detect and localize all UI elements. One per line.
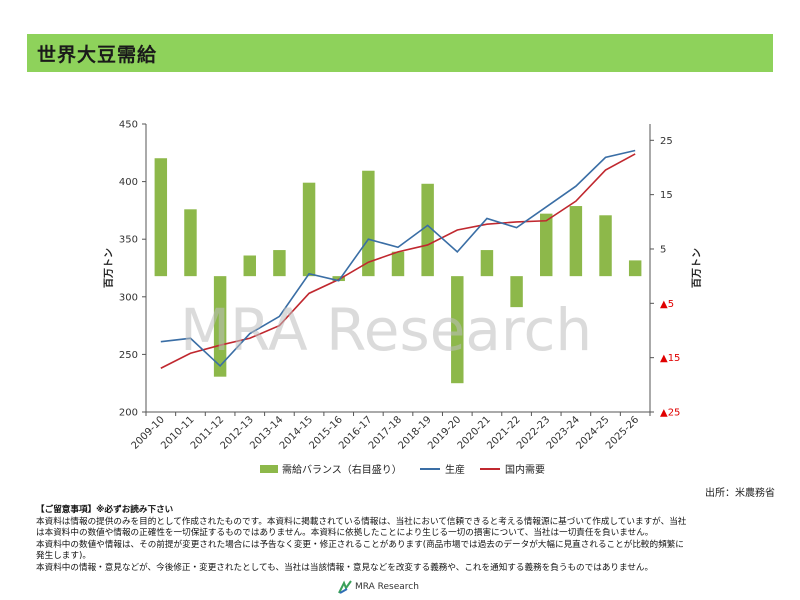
balance-bar [628, 260, 642, 277]
right-tick-label: ▲25 [660, 408, 680, 419]
page-title: 世界大豆需給 [37, 44, 158, 66]
demand-line [160, 153, 636, 369]
disclaimer: 【ご留意事項】※必ずお読み下さい 本資料は情報の提供のみを目的として作成されたも… [36, 505, 776, 575]
disclaimer-heading: 【ご留意事項】※必ずお読み下さい [36, 505, 174, 515]
balance-bar [213, 276, 227, 377]
left-tick-label: 450 [119, 120, 138, 131]
chart-legend: 需給バランス（右目盛り） 生産 国内需要 [260, 463, 545, 476]
balance-bar [273, 250, 286, 277]
soybean-supply-demand-chart: 20025030035040045025155▲5▲15▲252009-1020… [103, 120, 703, 477]
title-bar: 世界大豆需給 [27, 34, 773, 72]
balance-bar [243, 255, 256, 277]
balance-bar [480, 250, 494, 277]
disclaimer-line: 本資料中の情報・意見などが、今後修正・変更されたとしても、当社は当該情報・意見な… [36, 562, 654, 573]
balance-bar [569, 206, 583, 277]
left-tick-label: 250 [119, 350, 138, 361]
chart-lines [160, 149, 636, 369]
legend-swatch-balance [260, 465, 278, 473]
mra-logo-icon [338, 580, 352, 594]
balance-bar [540, 213, 553, 277]
left-tick-label: 350 [119, 235, 138, 246]
disclaimer-line: 発生します)。 [36, 551, 91, 562]
balance-bar [362, 170, 375, 277]
balance-bar [154, 158, 168, 277]
disclaimer-line: は本資料中の数値や情報の正確性を一切保証するものではありません。本資料に依拠した… [36, 528, 654, 539]
balance-bars [154, 158, 642, 384]
production-line [160, 149, 636, 368]
right-axis-title: 百万トン [691, 248, 703, 288]
watermark: MRA Research [180, 296, 592, 364]
source-note: 出所：米農務省 [705, 488, 775, 499]
right-tick-label: 15 [660, 190, 673, 201]
footer-brand: MRA Research [355, 582, 419, 592]
disclaimer-line: 本資料は情報の提供のみを目的として作成されたものです。本資料に掲載されている情報… [36, 516, 687, 527]
x-tick-label: 2025-26 [604, 414, 641, 451]
left-axis-title: 百万トン [103, 248, 115, 288]
tick-labels: 20025030035040045025155▲5▲15▲252009-1020… [119, 120, 681, 452]
balance-bar [302, 182, 316, 277]
left-tick-label: 200 [119, 408, 138, 419]
right-tick-label: 25 [660, 136, 673, 147]
chart-axes [142, 123, 654, 416]
right-tick-label: ▲15 [660, 353, 680, 364]
balance-bar [510, 276, 523, 308]
balance-bar [451, 276, 464, 384]
balance-bar [184, 209, 197, 277]
right-tick-label: 5 [660, 244, 666, 255]
balance-bar [599, 215, 612, 277]
balance-bar [391, 251, 405, 277]
balance-bar [421, 183, 434, 277]
legend-label-demand: 国内需要 [505, 463, 545, 476]
right-tick-label: ▲5 [660, 299, 674, 310]
disclaimer-line: 本資料中の数値や情報は、その前提が変更された場合には予告なく変更・修正されること… [36, 539, 684, 550]
left-tick-label: 300 [119, 292, 138, 303]
left-tick-label: 400 [119, 177, 138, 188]
legend-label-production: 生産 [445, 463, 465, 476]
legend-label-balance: 需給バランス（右目盛り） [282, 463, 402, 476]
